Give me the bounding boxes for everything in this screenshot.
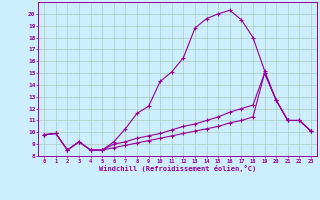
X-axis label: Windchill (Refroidissement éolien,°C): Windchill (Refroidissement éolien,°C) xyxy=(99,165,256,172)
